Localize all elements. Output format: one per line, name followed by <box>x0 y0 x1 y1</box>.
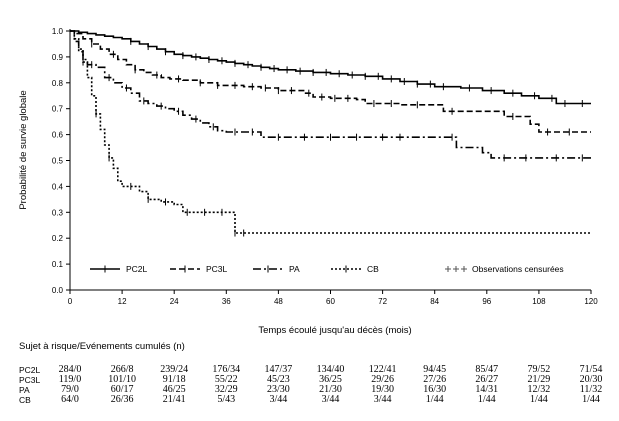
y-tick-label: 1.0 <box>52 27 64 36</box>
x-tick-label: 72 <box>378 297 387 306</box>
risk-cell: 45/23 <box>267 374 290 385</box>
risk-cell: 1/44 <box>425 394 444 405</box>
survival-curve-pa <box>70 30 591 159</box>
y-tick-label: 0.1 <box>52 260 64 269</box>
risk-cell: 79/0 <box>61 384 79 395</box>
risk-cell: 21/29 <box>527 374 551 385</box>
risk-cell: 29/26 <box>371 374 394 385</box>
x-tick-label: 36 <box>222 297 231 306</box>
risk-cell: 284/0 <box>58 364 82 375</box>
risk-cell: 20/30 <box>579 374 603 385</box>
legend-label-pc2l: PC2L <box>126 264 148 274</box>
risk-cell: 19/30 <box>371 384 394 395</box>
risk-cell: 91/18 <box>162 374 186 385</box>
risk-cell: 23/30 <box>267 384 290 395</box>
risk-cell: 134/40 <box>316 364 345 375</box>
risk-cell: 239/24 <box>160 364 189 375</box>
risk-cell: 266/8 <box>110 364 134 375</box>
legend-label-pa: PA <box>289 264 300 274</box>
survival-curve-cb <box>70 30 591 234</box>
risk-cell: 5/43 <box>217 394 236 405</box>
risk-cell: 1/44 <box>582 394 600 405</box>
risk-cell: 26/27 <box>475 374 499 385</box>
y-tick-label: 0.0 <box>52 286 64 295</box>
risk-cell: 26/36 <box>110 394 134 405</box>
y-axis-title: Probabilité de survie globale <box>18 90 29 209</box>
x-tick-label: 96 <box>482 297 491 306</box>
x-tick-label: 120 <box>584 297 598 306</box>
risk-cell: 85/47 <box>475 364 499 375</box>
y-tick-label: 0.9 <box>52 53 64 62</box>
risk-cell: 1/44 <box>477 394 496 405</box>
legend-label-cb: CB <box>367 264 379 274</box>
y-tick-label: 0.2 <box>52 234 64 243</box>
risk-cell: 147/37 <box>264 364 293 375</box>
x-tick-label: 0 <box>68 297 73 306</box>
risk-cell: 71/54 <box>579 364 603 375</box>
x-tick-label: 108 <box>532 297 546 306</box>
risk-row-label-pa: PA <box>19 385 30 395</box>
risk-cell: 21/41 <box>162 394 186 405</box>
risk-cell: 14/31 <box>475 384 499 395</box>
risk-cell: 3/44 <box>373 394 392 405</box>
risk-cell: 1/44 <box>530 394 548 405</box>
y-tick-label: 0.4 <box>52 182 64 191</box>
risk-cell: 60/17 <box>110 384 134 395</box>
x-tick-label: 12 <box>118 297 127 306</box>
y-tick-label: 0.7 <box>52 105 64 114</box>
x-axis-title: Temps écoulé jusqu'au décès (mois) <box>258 325 411 336</box>
risk-cell: 32/29 <box>214 384 238 395</box>
risk-cell: 119/0 <box>58 374 82 385</box>
risk-cell: 11/32 <box>579 384 603 395</box>
legend-label-pc3l: PC3L <box>206 264 228 274</box>
risk-cell: 3/44 <box>269 394 288 405</box>
risk-cell: 79/52 <box>527 364 551 375</box>
risk-cell: 36/25 <box>319 374 342 385</box>
risk-table-title: Sujet à risque/Evénements cumulés (n) <box>19 341 185 352</box>
legend: PC2L PC3L PA CB Observations censurées <box>90 264 564 274</box>
y-tick-label: 0.5 <box>52 157 64 166</box>
risk-cell: 122/41 <box>368 364 397 375</box>
risk-cell: 21/30 <box>319 384 342 395</box>
y-tick-label: 0.6 <box>52 131 64 140</box>
risk-cell: 27/26 <box>423 374 447 385</box>
risk-cell: 176/34 <box>212 364 241 375</box>
x-tick-label: 84 <box>430 297 439 306</box>
series-pa <box>70 30 591 162</box>
series-pc3l <box>70 30 591 136</box>
series-cb <box>70 30 591 237</box>
risk-cell: 55/22 <box>214 374 238 385</box>
risk-cell: 64/0 <box>61 394 79 405</box>
risk-row-label-pc3l: PC3L <box>19 375 41 385</box>
x-tick-label: 60 <box>326 297 335 306</box>
risk-cell: 46/25 <box>162 384 186 395</box>
risk-cell: 101/10 <box>108 374 136 385</box>
series-pc2l <box>70 30 591 108</box>
legend-censored-label: Observations censurées <box>472 264 564 274</box>
risk-cell: 16/30 <box>423 384 447 395</box>
risk-row-label-pc2l: PC2L <box>19 365 41 375</box>
risk-cell: 94/45 <box>423 364 447 375</box>
y-tick-label: 0.3 <box>52 208 64 217</box>
risk-row-label-cb: CB <box>19 395 31 405</box>
risk-cell: 12/32 <box>527 384 551 395</box>
x-tick-label: 48 <box>274 297 283 306</box>
x-tick-label: 24 <box>170 297 179 306</box>
y-tick-label: 0.8 <box>52 79 64 88</box>
risk-cell: 3/44 <box>321 394 340 405</box>
